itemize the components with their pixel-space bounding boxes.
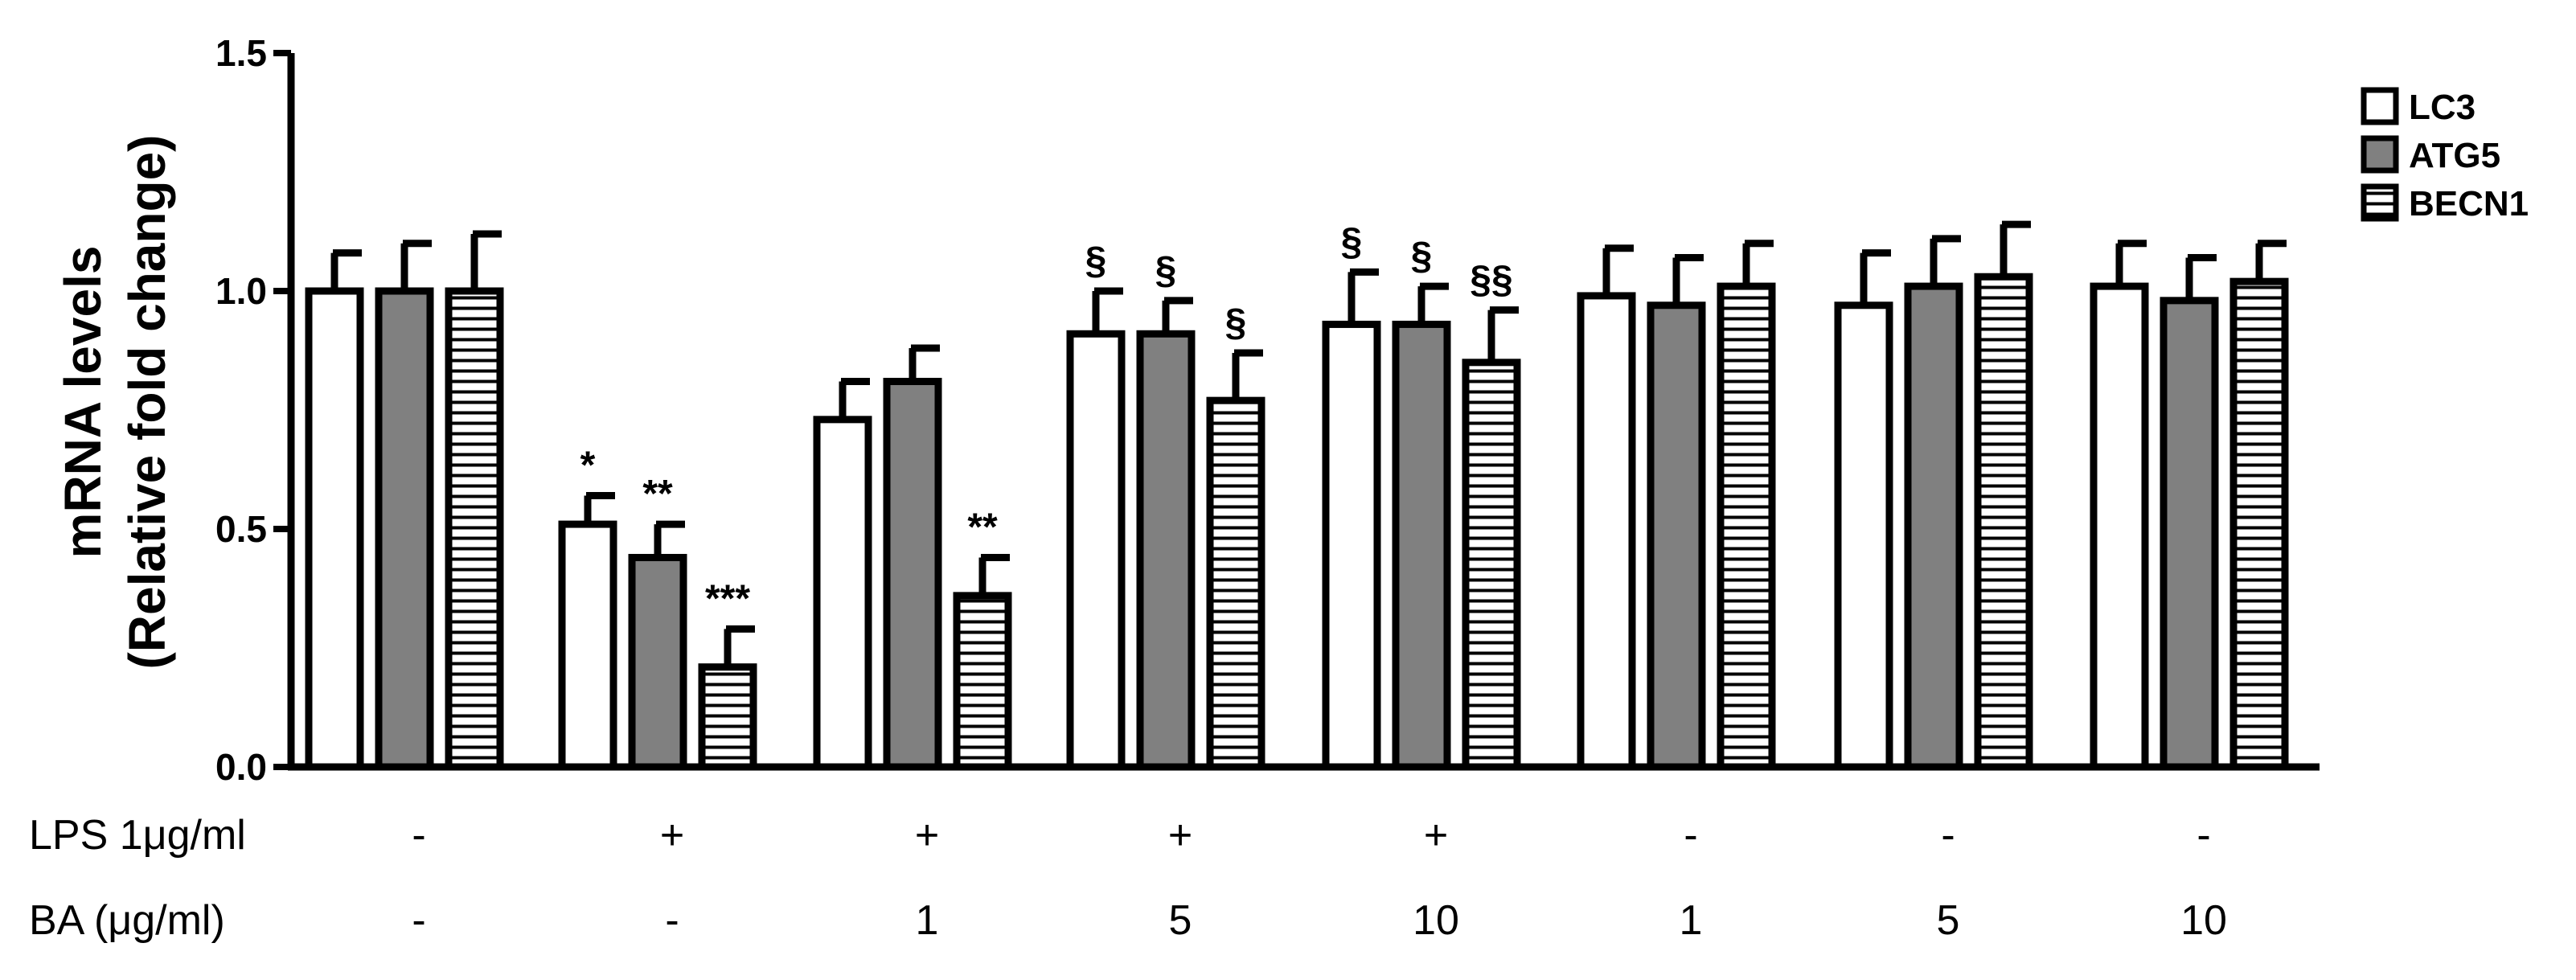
bar-lc3 bbox=[1834, 301, 1893, 771]
y-axis-title-line1: mRNA levels bbox=[54, 246, 112, 559]
condition-row-title: BA (μg/ml) bbox=[29, 897, 225, 944]
bar-lc3 bbox=[2090, 282, 2149, 771]
bar-atg5 bbox=[1392, 320, 1451, 771]
legend-swatch-atg5 bbox=[2361, 135, 2399, 174]
significance-label: § bbox=[1411, 235, 1433, 277]
bar-atg5 bbox=[883, 377, 942, 771]
condition-value: - bbox=[1684, 812, 1697, 859]
bars: ********§ §§§ §§§ bbox=[305, 220, 2289, 771]
condition-labels: LPS 1μg/ml - + + + + - - -BA (μg/ml) - -1 5 10 1 5 10 bbox=[29, 812, 2227, 944]
y-tick-label: 0.5 bbox=[215, 508, 267, 550]
condition-value: - bbox=[1941, 812, 1955, 859]
bar-atg5 bbox=[1136, 330, 1196, 771]
bar-lc3 bbox=[1322, 320, 1381, 771]
significance-label: § bbox=[1341, 220, 1363, 263]
bar-becn1 bbox=[445, 287, 504, 771]
significance-label: ** bbox=[642, 473, 673, 515]
significance-label: *** bbox=[705, 577, 750, 620]
y-axis-title: mRNA levels (Relative fold change) bbox=[54, 135, 176, 670]
y-tick-label: 0.0 bbox=[215, 746, 267, 788]
condition-value: 1 bbox=[1680, 897, 1703, 944]
significance-label: § bbox=[1155, 249, 1177, 292]
bar-becn1 bbox=[1462, 359, 1521, 771]
bar-atg5 bbox=[375, 287, 434, 771]
bar-atg5 bbox=[1647, 301, 1706, 771]
bar-becn1 bbox=[953, 592, 1012, 771]
legend: LC3 ATG5 BECN1 bbox=[2361, 87, 2529, 223]
legend-label-becn1: BECN1 bbox=[2409, 184, 2529, 223]
y-axis-title-line2: (Relative fold change) bbox=[118, 135, 176, 670]
condition-value: + bbox=[1168, 812, 1192, 859]
condition-value: 5 bbox=[1169, 897, 1192, 944]
bar-lc3 bbox=[1066, 330, 1126, 771]
bar-lc3 bbox=[1577, 292, 1636, 771]
significance-label: * bbox=[580, 445, 596, 487]
bar-atg5 bbox=[1904, 282, 1963, 771]
y-tick-label: 1.5 bbox=[215, 32, 267, 74]
condition-value: - bbox=[412, 812, 425, 859]
condition-value: + bbox=[915, 812, 939, 859]
bar-becn1 bbox=[1974, 273, 2033, 771]
legend-label-atg5: ATG5 bbox=[2409, 136, 2500, 175]
bar-becn1 bbox=[1206, 396, 1265, 771]
bar-lc3 bbox=[813, 416, 872, 771]
legend-swatch-becn1 bbox=[2361, 183, 2399, 222]
condition-value: - bbox=[2197, 812, 2210, 859]
condition-value: + bbox=[660, 812, 684, 859]
condition-value: - bbox=[412, 897, 425, 944]
bar-becn1 bbox=[1717, 282, 1776, 771]
significance-label: §§ bbox=[1470, 259, 1512, 301]
bar-becn1 bbox=[2229, 277, 2289, 771]
condition-value: - bbox=[665, 897, 679, 944]
legend-label-lc3: LC3 bbox=[2409, 88, 2476, 127]
significance-label: § bbox=[1085, 240, 1107, 282]
significance-label: ** bbox=[967, 506, 998, 549]
condition-value: + bbox=[1424, 812, 1448, 859]
condition-value: 10 bbox=[1413, 897, 1459, 944]
bar-atg5 bbox=[628, 554, 687, 771]
legend-swatch-lc3 bbox=[2361, 87, 2399, 125]
condition-value: 1 bbox=[916, 897, 939, 944]
bar-atg5 bbox=[2160, 297, 2219, 771]
bar-becn1 bbox=[698, 663, 757, 771]
y-tick-label: 1.0 bbox=[215, 270, 267, 312]
bar-lc3 bbox=[305, 287, 364, 771]
bar-lc3 bbox=[558, 520, 617, 771]
condition-value: 10 bbox=[2180, 897, 2227, 944]
condition-row-title: LPS 1μg/ml bbox=[29, 812, 246, 859]
condition-value: 5 bbox=[1937, 897, 1960, 944]
significance-label: § bbox=[1225, 301, 1247, 344]
